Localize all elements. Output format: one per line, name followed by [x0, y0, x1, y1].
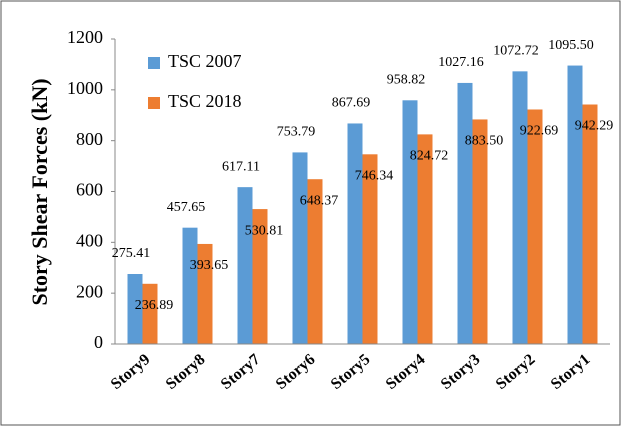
- bar: [197, 243, 213, 344]
- data-label: 753.79: [277, 125, 316, 140]
- bar: [142, 283, 158, 344]
- y-tick-label: 1000: [67, 78, 103, 98]
- bar: [307, 179, 323, 344]
- data-label: 1072.72: [493, 44, 539, 59]
- data-label: 393.65: [190, 258, 229, 273]
- y-tick-label: 0: [94, 332, 103, 352]
- bar: [512, 71, 528, 344]
- data-label: 958.82: [387, 73, 426, 88]
- bar: [457, 82, 473, 344]
- data-label: 457.65: [167, 200, 206, 215]
- legend-label: TSC 2018: [168, 91, 242, 111]
- bar: [182, 227, 198, 344]
- legend-label: TSC 2007: [168, 51, 242, 71]
- data-label: 942.29: [575, 119, 614, 134]
- bar: [127, 273, 143, 344]
- bar: [362, 154, 378, 344]
- y-tick-label: 400: [76, 230, 103, 250]
- bar: [347, 123, 363, 344]
- legend-swatch: [148, 97, 160, 109]
- bar: [417, 134, 433, 344]
- y-tick-label: 800: [76, 129, 103, 149]
- bar: [582, 104, 598, 345]
- y-tick-label: 1200: [67, 27, 103, 47]
- data-label: 867.69: [332, 96, 371, 111]
- legend-swatch: [148, 57, 160, 69]
- data-label: 922.69: [520, 124, 559, 139]
- data-label: 746.34: [355, 169, 394, 184]
- bar: [252, 209, 268, 344]
- y-tick-label: 200: [76, 281, 103, 301]
- y-tick-label: 600: [76, 180, 103, 200]
- data-label: 617.11: [222, 159, 260, 174]
- data-label: 1027.16: [438, 55, 484, 70]
- data-label: 530.81: [245, 223, 284, 238]
- bar: [292, 152, 308, 344]
- bar: [472, 119, 488, 344]
- data-label: 648.37: [300, 193, 339, 208]
- bar: [237, 187, 253, 344]
- data-label: 275.41: [112, 246, 151, 261]
- data-label: 883.50: [465, 134, 504, 149]
- bar: [567, 65, 583, 344]
- data-label: 1095.50: [548, 38, 594, 53]
- data-label: 236.89: [135, 298, 174, 313]
- data-label: 824.72: [410, 149, 449, 164]
- y-axis-label: Story Shear Forces (kN): [27, 78, 52, 305]
- bar: [402, 100, 418, 344]
- bar: [527, 109, 543, 344]
